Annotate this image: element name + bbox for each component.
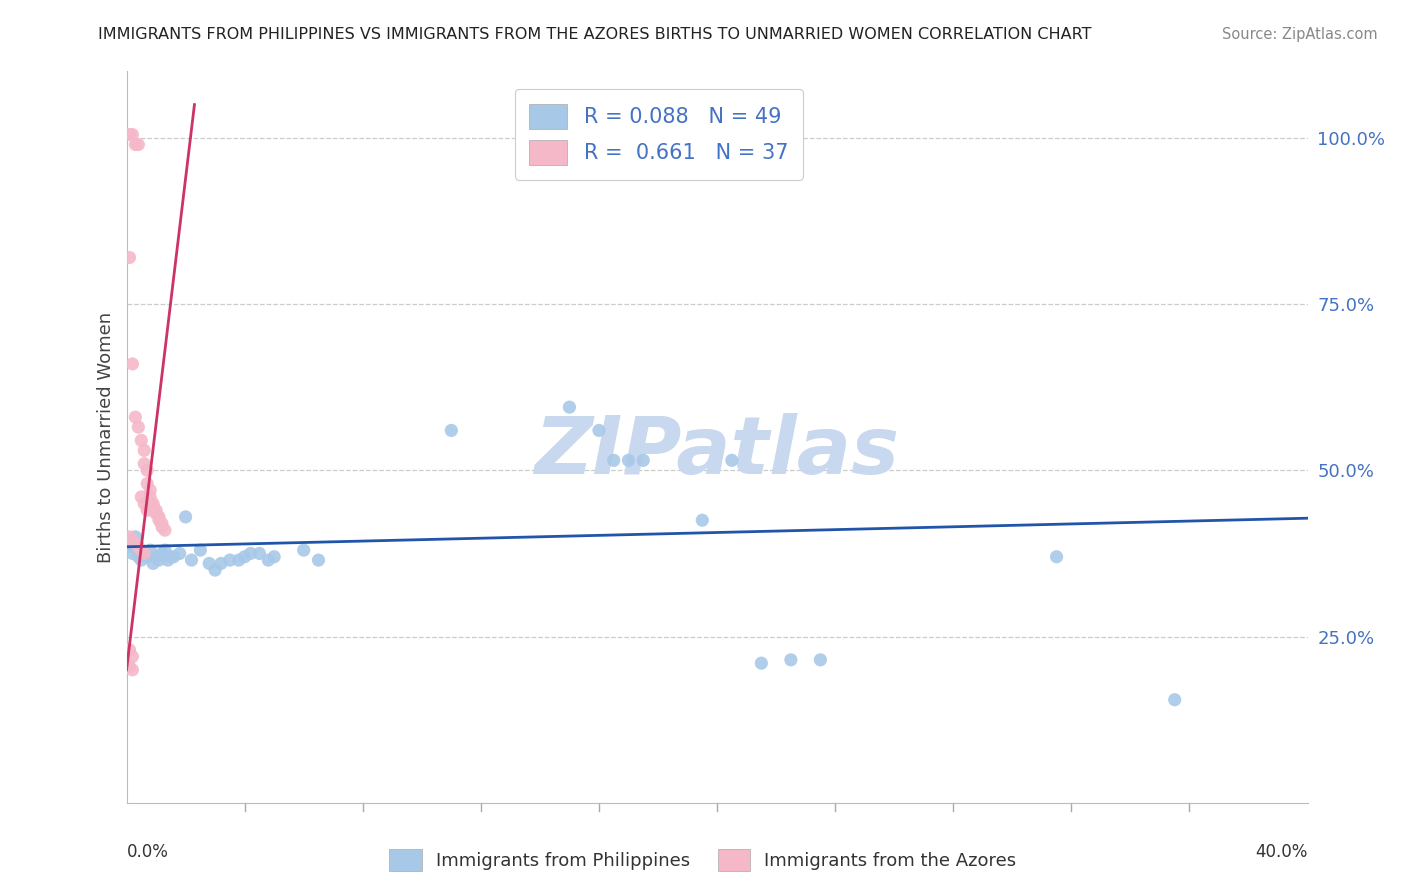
Point: [121, 533, 143, 548]
Point: [127, 540, 149, 554]
Point: [153, 543, 176, 558]
Point: [118, 251, 141, 265]
Point: [127, 543, 149, 558]
Point: [228, 553, 250, 567]
Point: [127, 549, 149, 564]
Point: [633, 453, 655, 467]
Point: [121, 546, 143, 560]
Point: [124, 410, 146, 425]
Point: [150, 546, 173, 560]
Point: [720, 453, 742, 467]
Point: [308, 553, 330, 567]
Point: [219, 553, 242, 567]
Point: [121, 540, 143, 554]
Point: [134, 546, 156, 560]
Point: [603, 453, 626, 467]
Point: [121, 663, 143, 677]
Point: [139, 483, 162, 498]
Point: [127, 137, 149, 152]
Point: [145, 503, 167, 517]
Point: [134, 546, 156, 560]
Text: 0.0%: 0.0%: [127, 843, 169, 861]
Point: [142, 497, 165, 511]
Point: [121, 128, 143, 142]
Point: [129, 490, 153, 504]
Point: [148, 553, 170, 567]
Point: [617, 453, 640, 467]
Y-axis label: Births to Unmarried Women: Births to Unmarried Women: [97, 311, 115, 563]
Point: [136, 549, 159, 564]
Point: [142, 557, 165, 571]
Point: [204, 563, 226, 577]
Point: [134, 443, 156, 458]
Point: [148, 513, 170, 527]
Point: [751, 656, 773, 670]
Point: [145, 507, 167, 521]
Text: IMMIGRANTS FROM PHILIPPINES VS IMMIGRANTS FROM THE AZORES BIRTHS TO UNMARRIED WO: IMMIGRANTS FROM PHILIPPINES VS IMMIGRANT…: [98, 27, 1092, 42]
Point: [134, 457, 156, 471]
Point: [129, 543, 153, 558]
Point: [118, 128, 141, 142]
Point: [118, 643, 141, 657]
Point: [180, 553, 202, 567]
Point: [129, 434, 153, 448]
Point: [233, 549, 256, 564]
Point: [558, 400, 581, 414]
Point: [160, 549, 183, 564]
Point: [150, 520, 173, 534]
Point: [121, 649, 143, 664]
Point: [134, 497, 156, 511]
Point: [118, 533, 141, 548]
Point: [692, 513, 714, 527]
Point: [121, 357, 143, 371]
Point: [1164, 692, 1187, 706]
Point: [129, 553, 153, 567]
Point: [153, 523, 176, 537]
Point: [1046, 549, 1069, 564]
Point: [118, 530, 141, 544]
Point: [150, 516, 173, 531]
Point: [127, 420, 149, 434]
Point: [124, 540, 146, 554]
Point: [124, 530, 146, 544]
Point: [136, 476, 159, 491]
Point: [263, 549, 285, 564]
Text: 40.0%: 40.0%: [1256, 843, 1308, 861]
Point: [118, 659, 141, 673]
Point: [124, 137, 146, 152]
Point: [139, 490, 162, 504]
Legend: R = 0.088   N = 49, R =  0.661   N = 37: R = 0.088 N = 49, R = 0.661 N = 37: [515, 89, 803, 179]
Point: [129, 546, 153, 560]
Point: [145, 549, 167, 564]
Point: [163, 549, 186, 564]
Point: [810, 653, 832, 667]
Point: [209, 557, 232, 571]
Point: [440, 424, 463, 438]
Point: [257, 553, 280, 567]
Text: ZIPatlas: ZIPatlas: [534, 413, 900, 491]
Point: [139, 543, 162, 558]
Point: [136, 463, 159, 477]
Point: [148, 509, 170, 524]
Point: [174, 509, 197, 524]
Point: [588, 424, 610, 438]
Point: [188, 543, 212, 558]
Point: [156, 553, 179, 567]
Legend: Immigrants from Philippines, Immigrants from the Azores: Immigrants from Philippines, Immigrants …: [382, 842, 1024, 879]
Point: [249, 546, 271, 560]
Text: Source: ZipAtlas.com: Source: ZipAtlas.com: [1222, 27, 1378, 42]
Point: [780, 653, 803, 667]
Point: [142, 500, 165, 514]
Point: [124, 536, 146, 550]
Point: [198, 557, 221, 571]
Point: [239, 546, 262, 560]
Point: [136, 503, 159, 517]
Point: [292, 543, 315, 558]
Point: [169, 546, 191, 560]
